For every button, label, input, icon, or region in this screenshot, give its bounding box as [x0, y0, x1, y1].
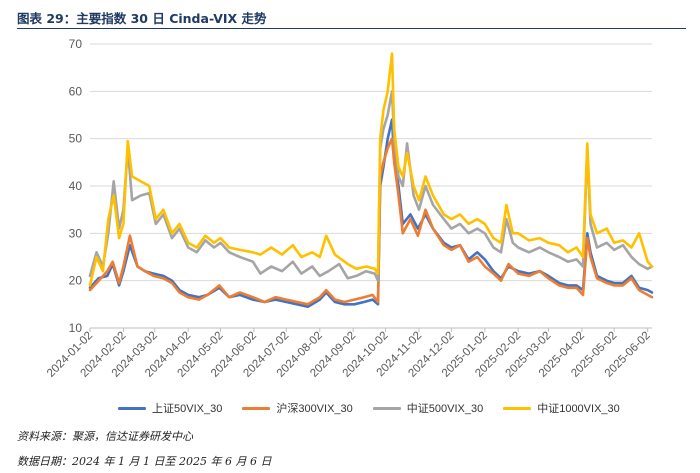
vix-line-chart: 102030405060702024-01-022024-02-022024-0… [45, 37, 654, 380]
source-note: 资料来源：聚源，信达证券研发中心 [17, 430, 193, 443]
legend-swatch [372, 406, 401, 410]
legend-swatch [503, 406, 532, 410]
chart-legend: 上证50VIX_30 沪深300VIX_30 中证500VIX_30 中证1000VI… [118, 400, 620, 416]
legend-label: 中证1000VIX_30 [537, 403, 620, 415]
chart-title: 图表 29：主要指数 30 日 Cinda-VIX 走势 [17, 11, 267, 26]
legend-label: 中证500VIX_30 [406, 403, 484, 415]
legend-swatch [242, 406, 271, 410]
y-tick-label: 60 [69, 84, 83, 98]
series-line-1 [88, 137, 654, 306]
y-tick-label: 70 [69, 37, 83, 51]
legend-label: 沪深300VIX_30 [276, 403, 353, 415]
legend-item: 沪深300VIX_30 [242, 400, 353, 416]
series-line-3 [88, 52, 654, 287]
y-tick-label: 50 [69, 132, 83, 146]
legend-item: 上证50VIX_30 [118, 400, 222, 416]
legend-item: 中证1000VIX_30 [503, 400, 620, 416]
y-tick-label: 20 [69, 274, 83, 288]
y-tick-label: 40 [69, 179, 83, 193]
series-line-2 [88, 90, 654, 282]
legend-label: 上证50VIX_30 [152, 403, 223, 415]
legend-swatch [118, 406, 146, 410]
series-line-0 [88, 118, 654, 308]
title-divider [17, 28, 686, 29]
y-tick-label: 30 [69, 226, 83, 240]
date-range-note: 数据日期：2024 年 1 月 1 日至 2025 年 6 月 6 日 [17, 455, 272, 468]
y-tick-label: 10 [69, 321, 83, 335]
legend-item: 中证500VIX_30 [372, 400, 484, 416]
